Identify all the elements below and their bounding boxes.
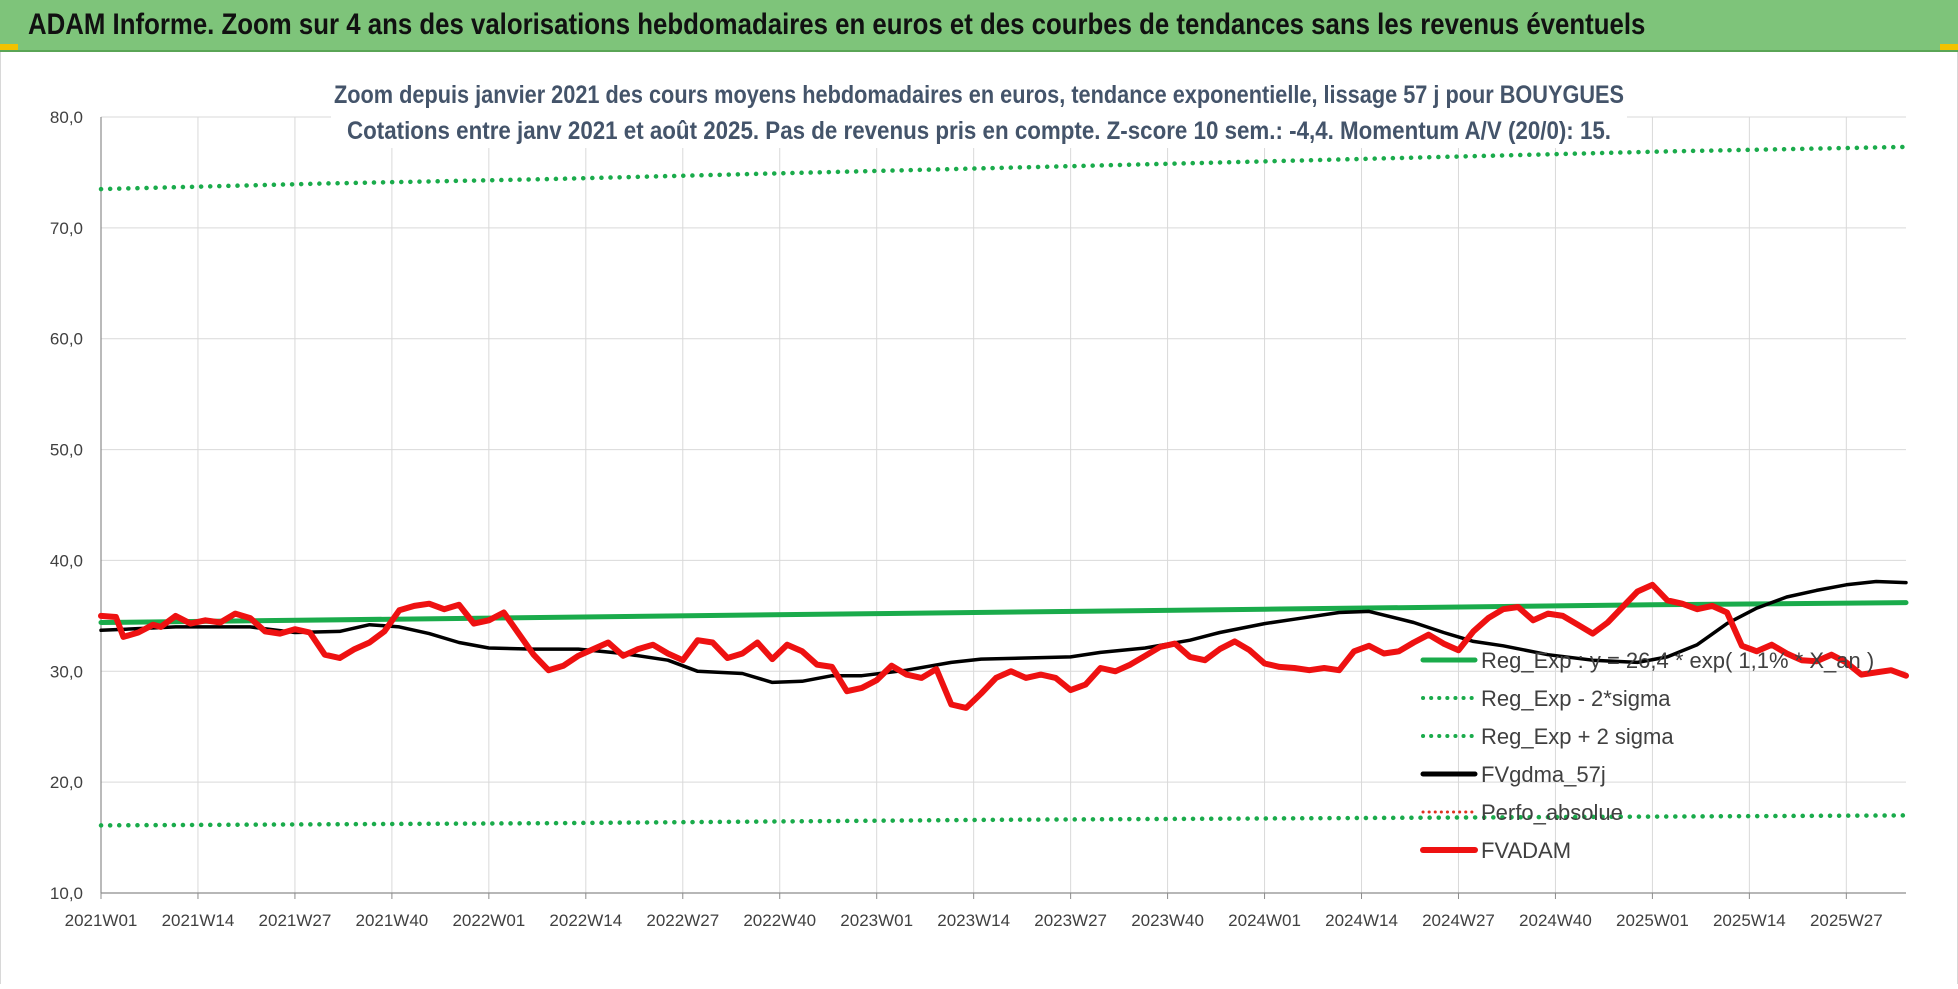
y-tick-label: 60,0: [50, 330, 83, 349]
y-tick-label: 10,0: [50, 884, 83, 903]
x-tick-label: 2025W01: [1616, 911, 1689, 930]
x-tick-label: 2022W14: [549, 911, 622, 930]
x-tick-label: 2025W14: [1713, 911, 1786, 930]
chart-frame: 10,0 20,0 30,0 40,0 50,0 60,0 70,0 80,0 2021W01 2…: [0, 52, 1958, 984]
grid: [100, 116, 1906, 899]
series-layer: [98, 144, 1909, 828]
x-tick-label: 2023W14: [937, 911, 1010, 930]
x-tick-label: 2021W14: [162, 911, 235, 930]
header-title: ADAM Informe. Zoom sur 4 ans des valoris…: [28, 8, 1646, 41]
corner-accent-right: [1940, 44, 1958, 50]
subtitle-background: [331, 74, 1627, 148]
x-tick-label: 2022W27: [646, 911, 719, 930]
series-line-reg-exp-2-sigma: [98, 144, 1909, 192]
x-tick-label: 2023W27: [1034, 911, 1107, 930]
y-tick-label: 40,0: [50, 551, 83, 570]
chart-subtitle-line-2: Cotations entre janv 2021 et août 2025. …: [347, 117, 1611, 145]
legend-label-reg-exp-y-26-4-exp-1-1-x-an: Reg_Exp : y = 26,4 * exp( 1,1% * X_an ): [1481, 648, 1874, 673]
y-tick-label: 70,0: [50, 219, 83, 238]
y-tick-label: 20,0: [50, 773, 83, 792]
ticks: 10,0 20,0 30,0 40,0 50,0 60,0 70,0 80,0 2021W01 2…: [50, 108, 1883, 930]
x-tick-label: 2021W01: [65, 911, 138, 930]
x-tick-label: 2024W27: [1422, 911, 1495, 930]
legend-label-perfo-absolue: Perfo_absolue: [1481, 800, 1623, 825]
x-tick-label: 2024W14: [1325, 911, 1398, 930]
x-tick-label: 2023W01: [840, 911, 913, 930]
y-tick-label: 80,0: [50, 108, 83, 127]
x-tick-label: 2022W01: [452, 911, 525, 930]
x-tick-label: 2022W40: [743, 911, 816, 930]
line-chart: 10,0 20,0 30,0 40,0 50,0 60,0 70,0 80,0 2021W01 2…: [50, 74, 1909, 930]
legend-label-reg-exp-2-sigma: Reg_Exp + 2 sigma: [1481, 724, 1674, 749]
series-line-reg-exp-y-26-4-exp-1-1-x-an: [98, 600, 1909, 625]
y-tick-label: 30,0: [50, 662, 83, 681]
x-tick-label: 2021W40: [355, 911, 428, 930]
header-bar: ADAM Informe. Zoom sur 4 ans des valoris…: [0, 0, 1958, 52]
x-tick-label: 2023W40: [1131, 911, 1204, 930]
corner-accent-left: [0, 44, 18, 50]
series-line-fvadam: [98, 581, 1909, 711]
x-tick-label: 2024W40: [1519, 911, 1592, 930]
legend-label-fvgdma-57j: FVgdma_57j: [1481, 762, 1606, 787]
series-line-fvgdma-57j: [99, 579, 1908, 685]
chart-subtitle-line-1: Zoom depuis janvier 2021 des cours moyen…: [334, 81, 1624, 109]
legend: Reg_Exp : y = 26,4 * exp( 1,1% * X_an ) R…: [1420, 648, 1874, 863]
x-tick-label: 2024W01: [1228, 911, 1301, 930]
x-tick-label: 2021W27: [259, 911, 332, 930]
legend-label-fvadam: FVADAM: [1481, 838, 1571, 863]
x-tick-label: 2025W27: [1810, 911, 1883, 930]
series-line-reg-exp-2-sigma: [98, 813, 1909, 828]
legend-label-reg-exp-2-sigma: Reg_Exp - 2*sigma: [1481, 686, 1671, 711]
y-tick-label: 50,0: [50, 441, 83, 460]
